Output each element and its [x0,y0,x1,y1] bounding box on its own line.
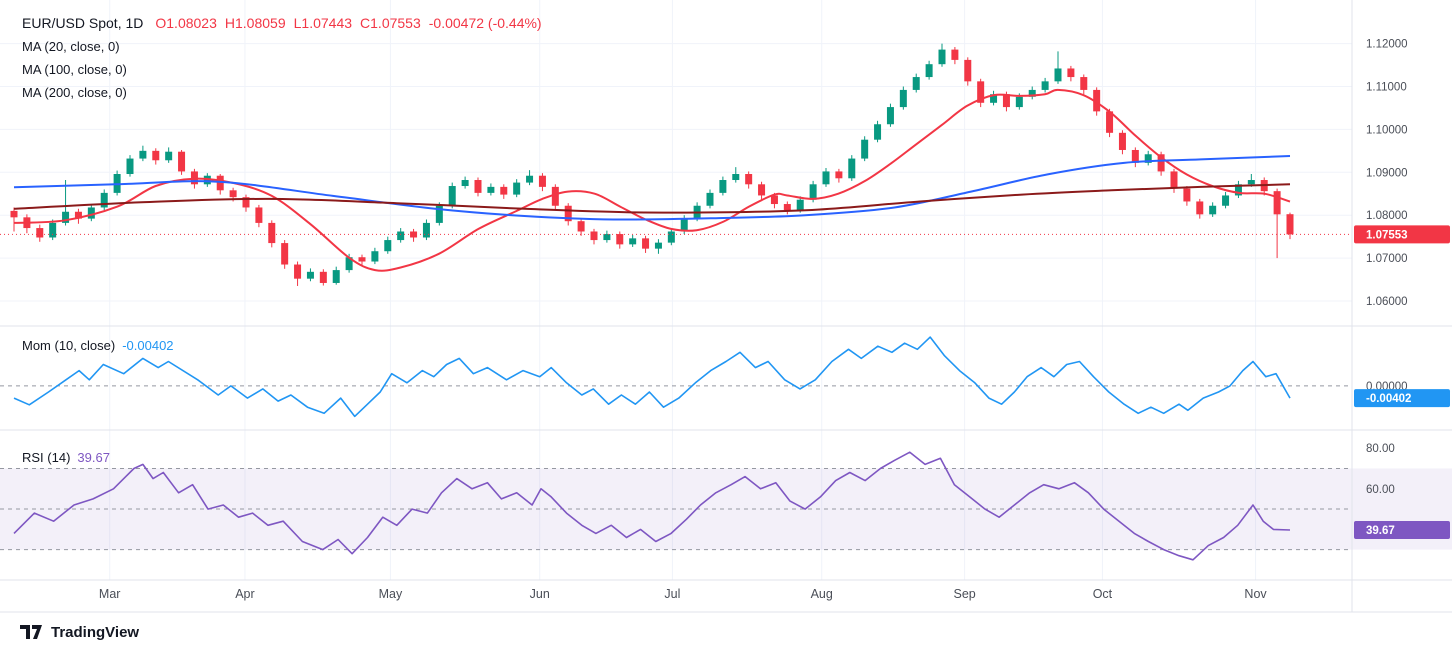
ma200-line[interactable] [13,183,1291,214]
svg-text:1.07000: 1.07000 [1366,253,1408,265]
main-chart-legend: EUR/USD Spot, 1D O1.08023 H1.08059 L1.07443… [22,15,542,108]
svg-text:1.12000: 1.12000 [1366,39,1408,51]
ohlc-high: H1.08059 [224,15,286,31]
svg-text:May: May [379,587,403,601]
svg-text:Oct: Oct [1093,587,1113,601]
tradingview-brand[interactable]: TradingView [51,624,140,641]
svg-text:80.00: 80.00 [1366,443,1395,455]
rsi-value: 39.67 [77,450,110,465]
svg-text:Aug: Aug [811,587,833,601]
svg-text:39.67: 39.67 [1366,525,1395,537]
ma20-line[interactable] [13,88,1291,272]
momentum-line[interactable] [13,336,1291,418]
rsi-legend[interactable]: RSI (14) 39.67 [22,450,110,465]
ma100-line[interactable] [13,155,1291,221]
rsi-label: RSI (14) [22,450,71,465]
momentum-value: -0.00402 [122,338,174,353]
svg-text:Nov: Nov [1244,587,1267,601]
footer: TradingView [20,624,139,641]
rsi-line[interactable] [13,451,1291,561]
grid-layer [0,0,1352,580]
last-price-badge: 1.07553 [1354,225,1450,244]
momentum-badge: -0.00402 [1354,389,1450,408]
price-axis[interactable]: 1.06000 1.07000 1.08000 1.09000 1.10000 1.110… [1366,39,1408,496]
svg-text:Sep: Sep [953,587,975,601]
momentum-label: Mom (10, close) [22,338,116,353]
ma200-legend[interactable]: MA (200, close, 0) [22,85,127,100]
svg-text:Apr: Apr [235,587,254,601]
svg-text:1.07553: 1.07553 [1366,229,1408,241]
ma100-legend[interactable]: MA (100, close, 0) [22,62,127,77]
symbol-header-row: EUR/USD Spot, 1D O1.08023 H1.08059 L1.07443… [22,15,542,31]
ohlc-open: O1.08023 [155,15,217,31]
candlestick-series [10,43,1294,286]
ohlc-low: L1.07443 [293,15,353,31]
svg-text:1.10000: 1.10000 [1366,124,1408,136]
svg-text:1.06000: 1.06000 [1366,296,1408,308]
change-value: -0.00472 (-0.44%) [428,15,542,31]
symbol-title[interactable]: EUR/USD Spot, 1D [22,15,144,31]
ma20-legend[interactable]: MA (20, close, 0) [22,39,120,54]
svg-text:-0.00402: -0.00402 [1366,393,1411,405]
momentum-legend[interactable]: Mom (10, close) -0.00402 [22,338,174,353]
svg-text:1.11000: 1.11000 [1366,81,1407,93]
svg-text:Jun: Jun [530,587,550,601]
tradingview-logo-icon[interactable] [20,624,43,641]
ohlc-close: C1.07553 [360,15,421,31]
svg-text:60.00: 60.00 [1366,484,1395,496]
svg-text:1.08000: 1.08000 [1366,210,1408,222]
svg-text:1.09000: 1.09000 [1366,167,1408,179]
time-axis[interactable]: Mar Apr May Jun Jul Aug Sep Oct Nov [99,587,1267,601]
rsi-badge: 39.67 [1354,521,1450,540]
svg-text:Jul: Jul [664,587,680,601]
svg-text:Mar: Mar [99,587,121,601]
